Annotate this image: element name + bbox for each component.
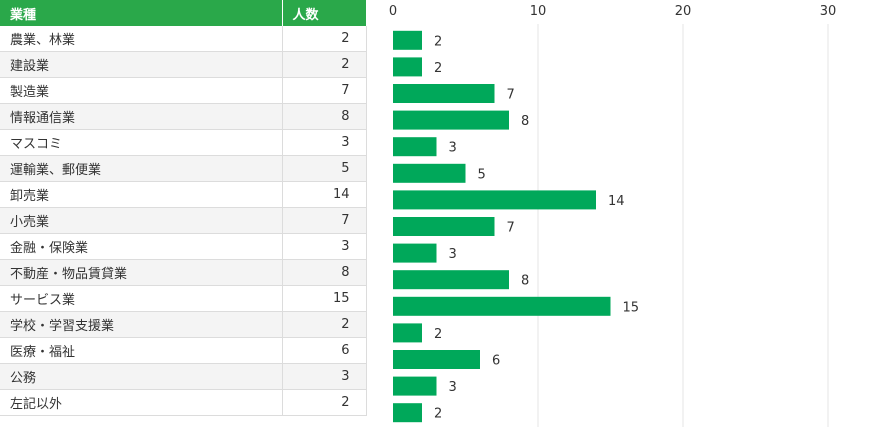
count-cell: 3 (282, 129, 367, 156)
bar-value-label: 2 (434, 407, 442, 422)
bar-value-label: 7 (507, 88, 515, 103)
bar (393, 30, 422, 50)
bar (393, 217, 495, 236)
header-industry: 業種 (0, 0, 283, 26)
count-cell: 14 (282, 181, 367, 208)
industry-cell: 情報通信業 (0, 103, 283, 130)
count-cell: 2 (282, 311, 367, 338)
table-row: 金融・保険業 3 (0, 233, 367, 260)
bar (393, 376, 437, 396)
bar-value-label: 2 (434, 34, 442, 49)
bar-value-label: 8 (521, 274, 529, 289)
count-cell: 7 (282, 207, 367, 234)
industry-cell: 卸売業 (0, 181, 283, 208)
bar (393, 110, 509, 130)
table-row: 不動産・物品賃貸業 8 (0, 259, 367, 286)
industry-cell: 公務 (0, 363, 283, 390)
bar (393, 84, 495, 103)
bar (393, 137, 437, 157)
table-row: 建設業 2 (0, 51, 367, 78)
bar-value-label: 2 (434, 61, 442, 76)
count-cell: 15 (282, 285, 367, 312)
bar-value-label: 6 (492, 354, 500, 369)
count-cell: 6 (282, 337, 367, 364)
table-row: 公務 3 (0, 363, 367, 390)
table-row: 卸売業 14 (0, 181, 367, 208)
bar-value-label: 7 (507, 221, 515, 236)
bar-value-label: 5 (478, 167, 486, 182)
bar-value-label: 2 (434, 327, 442, 342)
bar (393, 296, 611, 316)
industry-cell: 製造業 (0, 77, 283, 104)
bar-value-label: 14 (608, 194, 625, 209)
industry-cell: マスコミ (0, 129, 283, 156)
header-count: 人数 (282, 0, 367, 26)
table-row: 運輸業、郵便業 5 (0, 155, 367, 182)
table-row: サービス業 15 (0, 285, 367, 312)
industry-cell: 不動産・物品賃貸業 (0, 259, 283, 286)
count-cell: 5 (282, 155, 367, 182)
x-tick-label: 0 (389, 4, 397, 19)
count-cell: 8 (282, 103, 367, 130)
bar-value-label: 8 (521, 114, 529, 129)
table-row: 左記以外 2 (0, 389, 367, 416)
x-tick-label: 10 (530, 4, 547, 19)
bar (393, 190, 596, 210)
industry-cell: 学校・学習支援業 (0, 311, 283, 338)
count-cell: 3 (282, 233, 367, 260)
x-tick-label: 20 (675, 4, 692, 19)
industry-cell: 左記以外 (0, 389, 283, 416)
count-cell: 2 (282, 26, 367, 52)
table-row: 製造業 7 (0, 77, 367, 104)
industry-table: 業種 人数 農業、林業 2 建設業 2 製造業 7 情報通信業 8 マスコミ 3 運輸業、郵便業 5 卸… (0, 0, 367, 416)
industry-cell: 金融・保険業 (0, 233, 283, 260)
industry-cell: 農業、林業 (0, 26, 283, 52)
bar (393, 57, 422, 77)
industry-cell: 運輸業、郵便業 (0, 155, 283, 182)
industry-cell: 医療・福祉 (0, 337, 283, 364)
count-cell: 7 (282, 77, 367, 104)
table-row: 情報通信業 8 (0, 103, 367, 130)
count-cell: 2 (282, 51, 367, 78)
table-row: 学校・学習支援業 2 (0, 311, 367, 338)
industry-cell: 建設業 (0, 51, 283, 78)
bar (393, 323, 422, 343)
x-tick-label: 30 (820, 4, 837, 19)
industry-cell: 小売業 (0, 207, 283, 234)
table-row: 小売業 7 (0, 207, 367, 234)
bar (393, 403, 422, 423)
table-row: マスコミ 3 (0, 129, 367, 156)
table-body: 農業、林業 2 建設業 2 製造業 7 情報通信業 8 マスコミ 3 運輸業、郵便業 5 卸売業 14 小売… (0, 26, 367, 416)
table-row: 医療・福祉 6 (0, 337, 367, 364)
bar (393, 243, 437, 263)
count-cell: 3 (282, 363, 367, 390)
bar (393, 270, 509, 290)
industry-cell: サービス業 (0, 285, 283, 312)
bar (393, 350, 480, 369)
count-cell: 8 (282, 259, 367, 286)
bar-value-label: 15 (623, 300, 640, 315)
table-header-row: 業種 人数 (0, 0, 367, 26)
bar-value-label: 3 (449, 247, 457, 262)
bar-value-label: 3 (449, 380, 457, 395)
table-row: 農業、林業 2 (0, 26, 367, 52)
count-cell: 2 (282, 389, 367, 416)
bar-value-label: 3 (449, 141, 457, 156)
bar (393, 163, 466, 183)
